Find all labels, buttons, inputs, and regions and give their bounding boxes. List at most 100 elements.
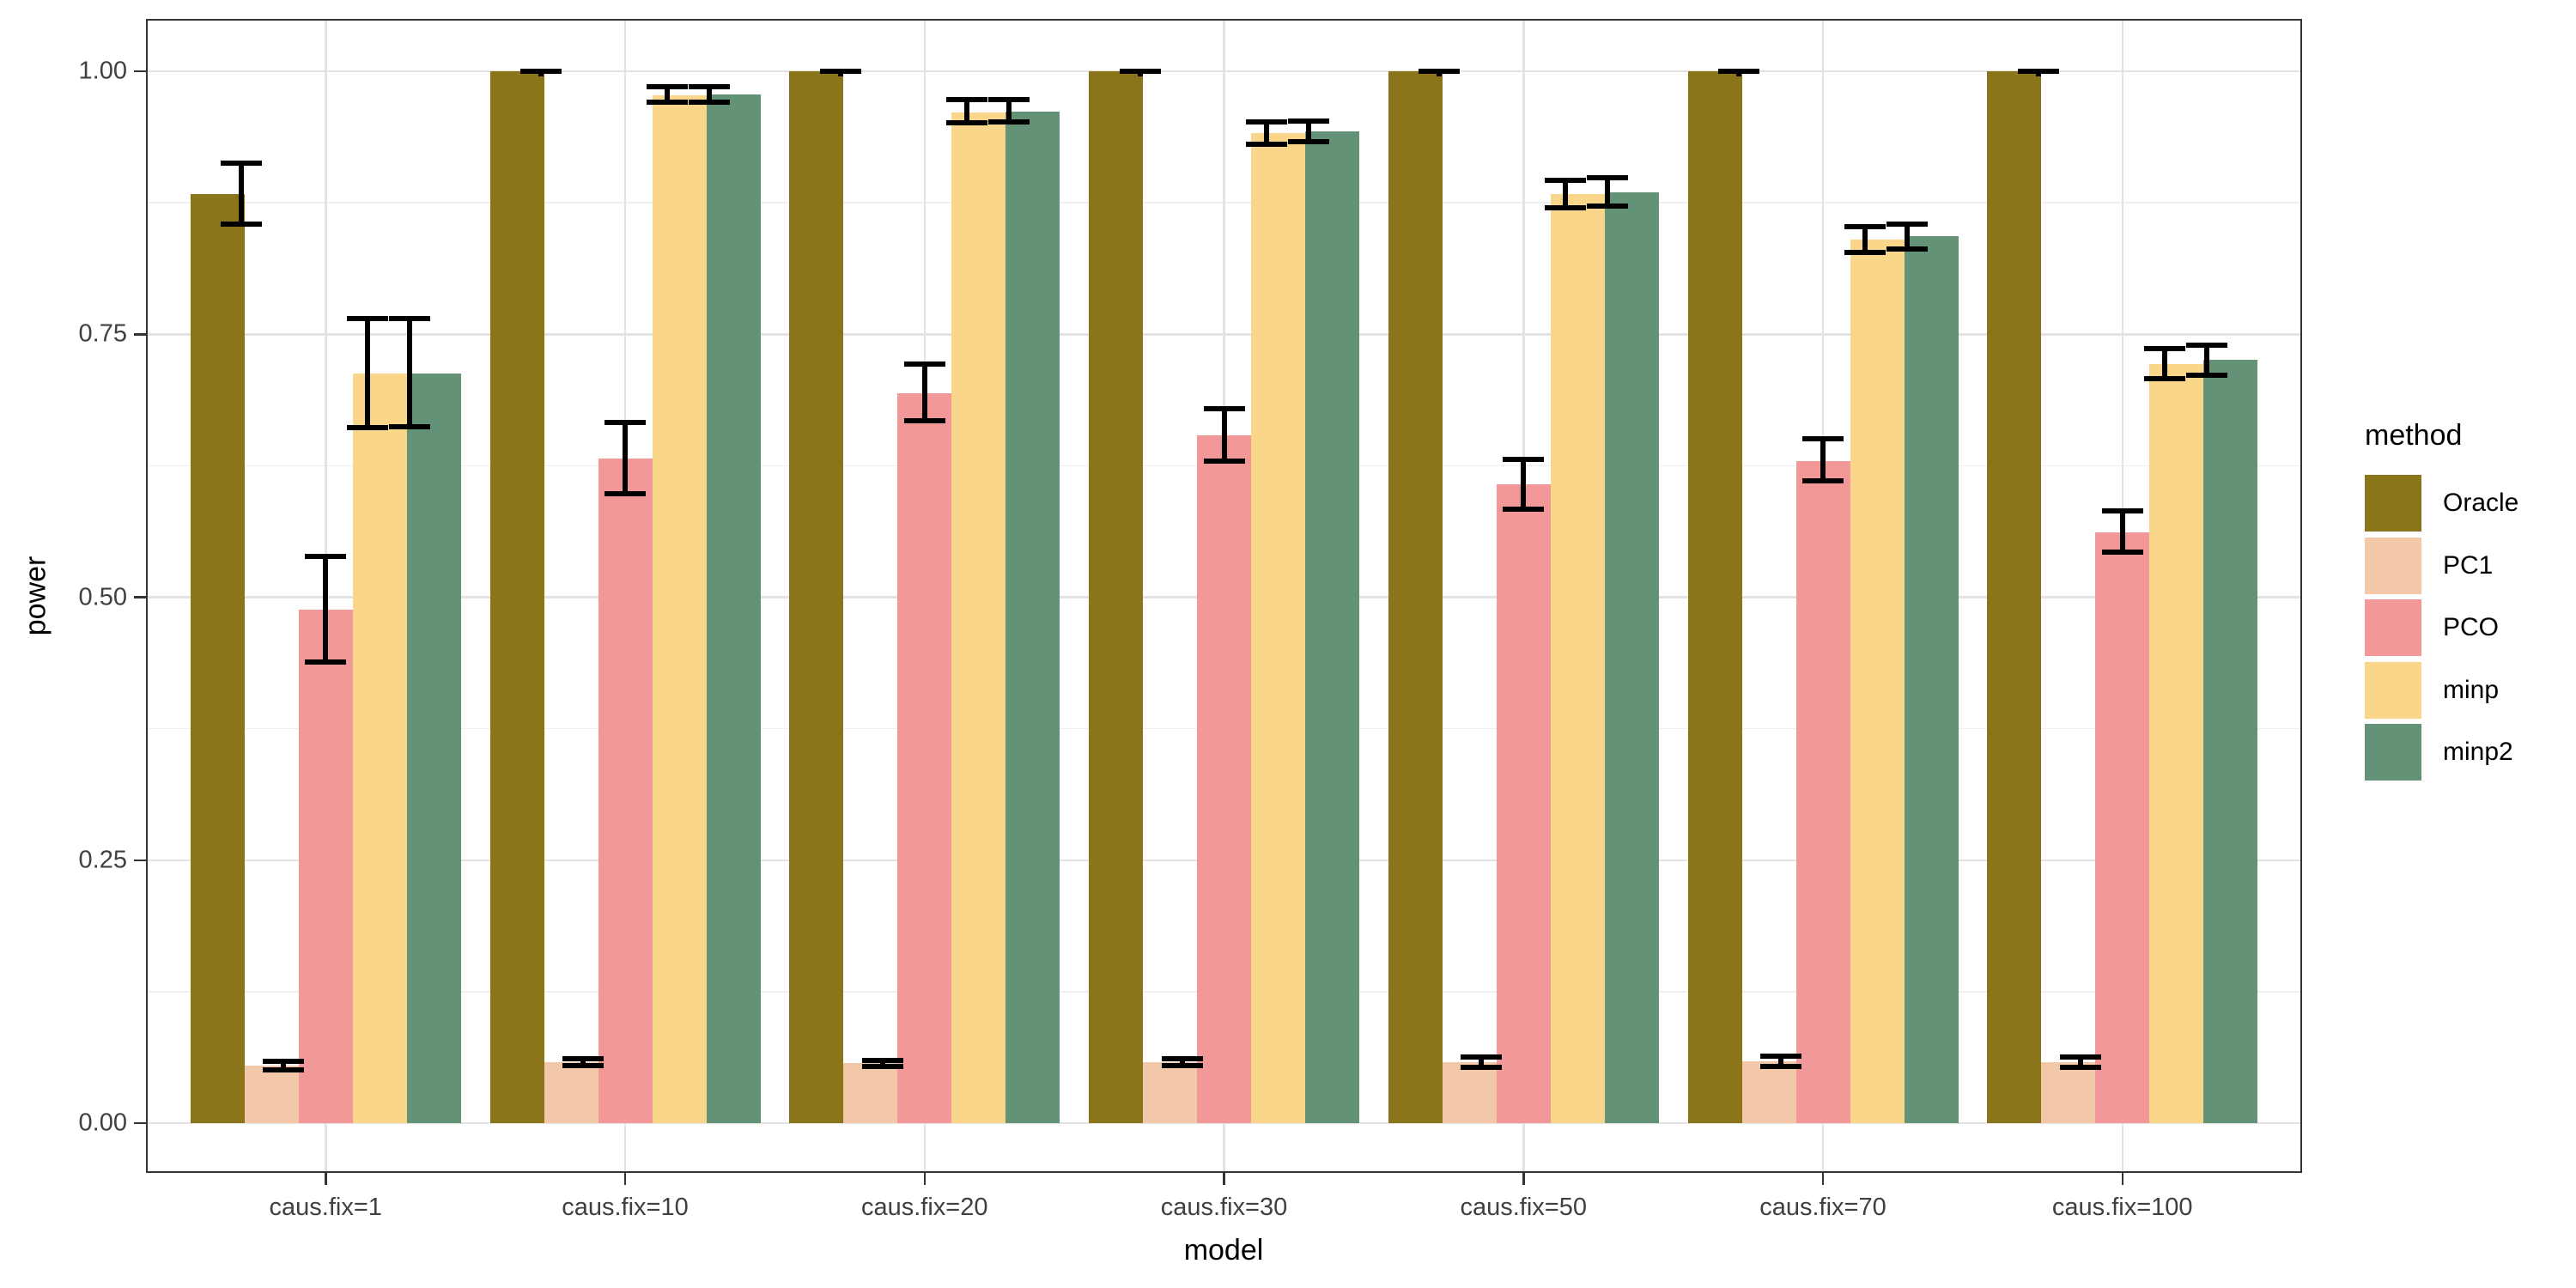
error-bar-cap-bottom xyxy=(1503,506,1545,512)
bar-minp-caus.fix=10 xyxy=(652,95,707,1123)
legend-entry-minp: minp xyxy=(2365,661,2499,719)
x-tick-mark xyxy=(623,1173,627,1185)
error-bar-vline xyxy=(1137,71,1143,76)
error-bar-cap-top xyxy=(689,84,730,90)
error-bar-cap-top xyxy=(1161,1056,1203,1062)
x-tick-mark xyxy=(923,1173,926,1185)
error-bar-cap-bottom xyxy=(1119,69,1161,74)
bar-Oracle-caus.fix=70 xyxy=(1687,71,1742,1123)
legend: method Oracle PC1 PCO minp minp2 xyxy=(2365,419,2518,787)
bar-minp2-caus.fix=20 xyxy=(1005,111,1060,1123)
error-bar-vline xyxy=(1905,223,1910,250)
error-bar-cap-top xyxy=(903,361,945,367)
bar-PC1-caus.fix=20 xyxy=(843,1063,898,1123)
error-bar-vline xyxy=(2119,511,2125,552)
error-bar-vline xyxy=(281,1060,287,1070)
error-bar-cap-bottom xyxy=(903,417,945,423)
error-bar-vline xyxy=(1263,121,1269,144)
error-bar-cap-top xyxy=(861,1057,903,1063)
error-bar-cap-top xyxy=(945,97,987,103)
error-bar-vline xyxy=(837,71,843,76)
error-bar-cap-bottom xyxy=(1419,69,1461,74)
error-bar-cap-top xyxy=(2101,508,2143,514)
bar-minp-caus.fix=100 xyxy=(2149,363,2204,1123)
bar-PC1-caus.fix=50 xyxy=(1442,1061,1497,1123)
error-bar-vline xyxy=(1179,1059,1185,1066)
bar-Oracle-caus.fix=50 xyxy=(1388,71,1443,1123)
error-bar-cap-bottom xyxy=(1844,249,1886,255)
error-bar-cap-top xyxy=(647,84,688,90)
x-tick-label: caus.fix=30 xyxy=(1160,1194,1288,1221)
error-bar-cap-bottom xyxy=(263,1066,305,1072)
x-tick-mark xyxy=(1821,1173,1825,1185)
error-bar-cap-top xyxy=(263,1058,305,1064)
bar-PC1-caus.fix=100 xyxy=(2041,1061,2096,1123)
legend-label: Oracle xyxy=(2443,489,2519,517)
y-tick-mark xyxy=(134,1121,146,1125)
error-bar-cap-bottom xyxy=(1760,1063,1801,1069)
error-bar-cap-top xyxy=(221,160,263,166)
error-bar-cap-top xyxy=(1886,221,1928,227)
error-bar-vline xyxy=(1437,71,1443,76)
error-bar-vline xyxy=(580,1059,586,1066)
y-tick-label: 0.75 xyxy=(78,319,127,348)
legend-label: minp2 xyxy=(2443,738,2513,766)
bar-minp-caus.fix=30 xyxy=(1251,133,1305,1123)
error-bar-vline xyxy=(1820,438,1826,481)
error-bar-vline xyxy=(1221,409,1227,462)
error-bar-vline xyxy=(2161,349,2167,379)
bar-PC1-caus.fix=70 xyxy=(1741,1060,1796,1123)
error-bar-cap-bottom xyxy=(1203,459,1245,465)
x-tick-mark xyxy=(2121,1173,2123,1185)
error-bar-cap-bottom xyxy=(945,120,987,126)
error-bar-vline xyxy=(665,87,670,102)
x-tick-label: caus.fix=20 xyxy=(860,1194,988,1221)
y-tick-label: 0.00 xyxy=(78,1109,127,1137)
error-bar-cap-top xyxy=(1760,1053,1801,1059)
error-bar-vline xyxy=(707,87,712,102)
x-tick-mark xyxy=(1522,1173,1525,1185)
y-tick-mark xyxy=(134,596,146,598)
error-bar-vline xyxy=(1005,100,1012,122)
error-bar-cap-top xyxy=(2059,1054,2101,1060)
bar-minp-caus.fix=50 xyxy=(1550,194,1605,1123)
error-bar-cap-top xyxy=(347,315,389,321)
bar-PCO-caus.fix=20 xyxy=(897,392,952,1123)
bar-PCO-caus.fix=10 xyxy=(598,458,653,1123)
error-bar-cap-top xyxy=(1587,174,1629,180)
error-bar-vline xyxy=(2035,71,2041,76)
x-tick-label: caus.fix=50 xyxy=(1460,1194,1588,1221)
error-bar-cap-bottom xyxy=(2017,69,2059,74)
x-tick-mark xyxy=(1223,1173,1225,1185)
y-tick-mark xyxy=(134,333,146,336)
legend-label: minp xyxy=(2443,675,2500,704)
bar-minp2-caus.fix=10 xyxy=(706,94,761,1123)
bar-Oracle-caus.fix=20 xyxy=(789,71,844,1123)
error-bar-vline xyxy=(323,556,329,663)
error-bar-cap-top xyxy=(2185,342,2227,348)
error-bar-vline xyxy=(1479,1056,1485,1068)
legend-key-swatch xyxy=(2365,661,2421,719)
legend-label: PC1 xyxy=(2443,550,2494,580)
error-bar-cap-top xyxy=(987,97,1030,103)
error-bar-cap-bottom xyxy=(2143,375,2185,381)
error-bar-vline xyxy=(1605,177,1611,206)
x-tick-label: caus.fix=70 xyxy=(1759,1194,1886,1221)
x-tick-mark xyxy=(325,1173,327,1185)
x-tick-label: caus.fix=10 xyxy=(562,1194,689,1221)
error-bar-vline xyxy=(239,162,245,224)
y-tick-label: 0.25 xyxy=(78,846,127,874)
error-bar-cap-top xyxy=(1503,457,1545,463)
error-bar-cap-bottom xyxy=(1245,141,1287,147)
legend-title: method xyxy=(2365,419,2463,452)
error-bar-cap-bottom xyxy=(1718,69,1759,74)
error-bar-cap-bottom xyxy=(987,118,1030,125)
legend-label: PCO xyxy=(2443,613,2500,641)
error-bar-vline xyxy=(1305,120,1311,143)
bar-Oracle-caus.fix=1 xyxy=(190,194,245,1123)
legend-entry-minp2: minp2 xyxy=(2365,724,2513,781)
error-bar-vline xyxy=(365,318,371,428)
error-bar-cap-bottom xyxy=(1161,1062,1203,1068)
legend-key-swatch xyxy=(2365,599,2421,656)
